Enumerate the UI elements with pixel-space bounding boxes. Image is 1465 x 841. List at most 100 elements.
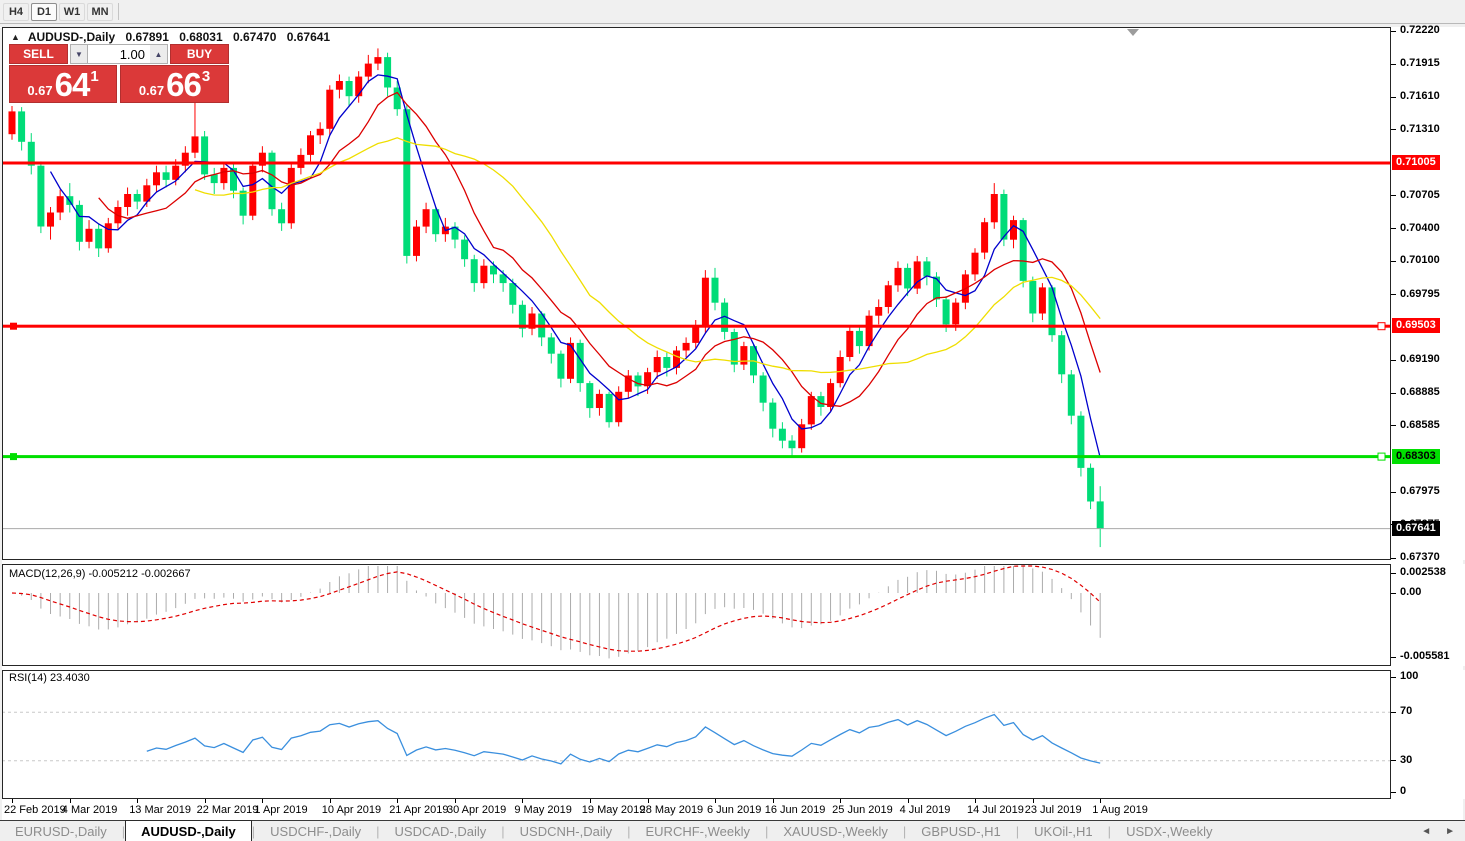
time-axis-label: 9 May 2019 xyxy=(514,804,572,816)
time-axis-tick xyxy=(772,799,774,803)
time-axis-label: 22 Feb 2019 xyxy=(4,804,66,816)
time-axis-label: 14 Jul 2019 xyxy=(967,804,1024,816)
current-price-label: 0.67641 xyxy=(1392,520,1440,536)
time-axis-tick xyxy=(12,799,13,803)
rsi-axis-tick xyxy=(1391,760,1396,762)
chart-tab-audusd[interactable]: AUDUSD-,Daily xyxy=(125,820,252,841)
rsi-label: RSI(14) 23.4030 xyxy=(9,672,90,684)
time-axis-label: 28 May 2019 xyxy=(639,804,704,816)
rsi-axis[interactable]: 100 70 30 0 xyxy=(1391,670,1465,799)
rsi-axis-tick xyxy=(1391,676,1396,678)
chart-tabs: EURUSD-,Daily | AUDUSD-,Daily | USDCHF-,Dail… xyxy=(0,820,1228,841)
volume-input[interactable] xyxy=(88,45,150,63)
time-axis-tick xyxy=(329,799,331,803)
rsi-axis-label: 100 xyxy=(1400,670,1419,682)
time-axis-label: 4 Mar 2019 xyxy=(61,804,118,816)
tab-scroll-right-icon[interactable]: ► xyxy=(1445,825,1455,837)
chart-tab-eurusd[interactable]: EURUSD-,Daily xyxy=(15,823,107,839)
timeframe-button-mn[interactable]: MN xyxy=(87,2,113,21)
tab-scroll-left-icon[interactable]: ◄ xyxy=(1421,825,1432,837)
chart-tab-usdx[interactable]: USDX-,Weekly xyxy=(1126,823,1213,839)
volume-field-wrap xyxy=(88,44,150,64)
volume-decrease-button[interactable]: ▼ xyxy=(70,44,88,64)
toolbar-separator xyxy=(118,3,119,20)
chart-tab-usdchf[interactable]: USDCHF-,Daily xyxy=(270,823,362,839)
chart-tab-usdcnh[interactable]: USDCNH-,Daily xyxy=(519,823,613,839)
one-click-trading-panel: SELL ▼ ▲ BUY 0.67 64 1 0.67 66 3 xyxy=(9,44,232,103)
time-axis-label: 4 Jul 2019 xyxy=(899,804,951,816)
price-axis-label: 0.68885 xyxy=(1400,386,1440,399)
main-price-chart[interactable] xyxy=(2,27,1391,560)
chart-tab-xauusd[interactable]: XAUUSD-,Weekly xyxy=(783,823,888,839)
price-axis-label: 0.67975 xyxy=(1400,485,1440,498)
ohlc-high: 0.68031 xyxy=(179,30,223,44)
price-axis-tick xyxy=(1391,195,1396,197)
macd-indicator-pane[interactable] xyxy=(2,564,1391,666)
price-axis-label: 0.70400 xyxy=(1400,221,1440,234)
price-axis-tick xyxy=(1391,260,1396,262)
tab-separator: | xyxy=(902,823,907,839)
macd-axis-tick xyxy=(1391,572,1396,574)
price-axis-tick xyxy=(1391,30,1396,32)
chart-symbol-label: AUDUSD-,Daily xyxy=(27,30,116,44)
time-axis-label: 1 Apr 2019 xyxy=(254,804,308,816)
time-axis-tick xyxy=(907,799,909,803)
price-axis-label: 0.69190 xyxy=(1400,353,1440,366)
price-axis-tick xyxy=(1391,96,1396,98)
time-axis-label: 1 Aug 2019 xyxy=(1092,804,1148,816)
tab-separator: | xyxy=(251,823,256,839)
price-axis-tick xyxy=(1391,228,1396,230)
tab-separator: | xyxy=(501,823,505,839)
tab-separator: | xyxy=(765,823,769,839)
time-axis-label: 23 Jul 2019 xyxy=(1024,804,1082,816)
chart-title: ▲ AUDUSD-,Daily 0.67891 0.68031 0.67470 … xyxy=(11,30,330,44)
chart-tab-usdcad[interactable]: USDCAD-,Daily xyxy=(394,823,487,839)
time-axis-label: 19 May 2019 xyxy=(581,804,646,816)
tab-separator: | xyxy=(121,823,126,839)
rsi-indicator-pane[interactable] xyxy=(2,670,1391,799)
tab-separator: | xyxy=(627,823,631,839)
price-axis-label: 0.70100 xyxy=(1400,254,1440,267)
price-axis[interactable]: 0.72220 0.71915 0.71610 0.71310 0.70705 0.704… xyxy=(1391,24,1465,563)
rsi-axis-tick xyxy=(1391,791,1396,793)
time-axis-tick xyxy=(454,799,456,803)
timeframe-button-w1[interactable]: W1 xyxy=(59,2,85,21)
macd-axis-label: 0.002538 xyxy=(1400,566,1446,578)
price-axis-tick xyxy=(1391,425,1396,427)
time-axis[interactable]: 22 Feb 2019 4 Mar 2019 13 Mar 2019 22 Mar 2… xyxy=(2,799,1391,820)
price-axis-tick xyxy=(1391,294,1396,295)
time-axis-label: 25 Jun 2019 xyxy=(832,804,893,816)
macd-axis[interactable]: 0.002538 0.00 -0.005581 xyxy=(1391,564,1465,666)
price-axis-label: 0.68585 xyxy=(1400,418,1440,431)
collapse-triangle-icon[interactable]: ▲ xyxy=(11,32,20,42)
buy-price-panel[interactable]: 0.67 66 3 xyxy=(120,65,229,103)
sell-price-panel[interactable]: 0.67 64 1 xyxy=(9,65,117,103)
chart-tab-eurchf[interactable]: EURCHF-,Weekly xyxy=(645,823,751,839)
time-axis-tick xyxy=(1100,799,1102,803)
time-axis-tick xyxy=(840,799,842,803)
sell-button[interactable]: SELL xyxy=(9,44,68,64)
spin-up-icon: ▲ xyxy=(154,49,163,59)
rsi-axis-tick xyxy=(1391,711,1396,713)
chart-tab-ukoil[interactable]: UKOil-,H1 xyxy=(1034,823,1093,839)
macd-axis-label: 0.00 xyxy=(1400,586,1422,598)
time-axis-tick xyxy=(69,799,71,803)
price-axis-tick xyxy=(1391,359,1396,361)
buy-price-big: 66 xyxy=(166,66,202,103)
price-axis-label: 0.72220 xyxy=(1400,24,1440,36)
ohlc-low: 0.67470 xyxy=(232,30,277,44)
time-axis-tick xyxy=(589,799,591,803)
price-axis-tick xyxy=(1391,129,1396,131)
rsi-axis-label: 30 xyxy=(1400,753,1413,766)
chart-shift-marker-icon[interactable] xyxy=(1127,29,1139,36)
volume-increase-button[interactable]: ▲ xyxy=(150,44,168,64)
buy-button[interactable]: BUY xyxy=(170,44,229,64)
chart-tab-gbpusd[interactable]: GBPUSD-,H1 xyxy=(921,823,1001,839)
time-axis-label: 22 Mar 2019 xyxy=(196,804,259,816)
time-axis-tick xyxy=(522,799,524,803)
spin-down-icon: ▼ xyxy=(75,49,83,59)
timeframe-button-h4[interactable]: H4 xyxy=(3,2,29,21)
time-axis-tick xyxy=(1032,799,1034,803)
timeframe-button-d1[interactable]: D1 xyxy=(31,2,57,21)
